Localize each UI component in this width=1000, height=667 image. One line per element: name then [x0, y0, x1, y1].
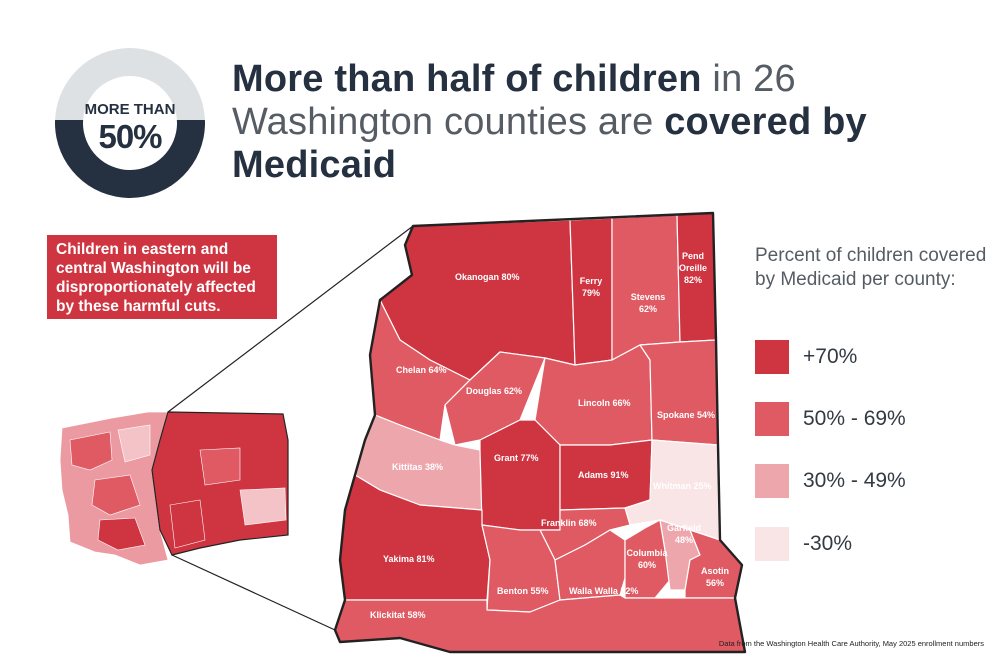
label-garfield-pct: 48%	[675, 535, 693, 545]
legend-label: +70%	[803, 345, 858, 368]
eastern-washington-inset	[151, 411, 289, 556]
callout-box: Children in eastern and central Washingt…	[47, 235, 277, 319]
label-garfield-name: Garfield	[667, 523, 701, 533]
label-pend-name1: Pend	[682, 251, 704, 261]
headline-regular: in 26 Washington counties are	[232, 58, 796, 143]
label-lincoln: Lincoln 66%	[578, 398, 631, 408]
county-spokane	[639, 339, 719, 446]
legend-item-30-49: 30% - 49%	[755, 464, 906, 498]
badge-line2: 50%	[98, 118, 162, 155]
label-stevens-pct: 62%	[639, 304, 657, 314]
label-columbia-name: Columbia	[626, 548, 668, 558]
legend-item-50-69: 50% - 69%	[755, 402, 906, 436]
county-stevens	[611, 214, 681, 361]
label-ferry-name: Ferry	[580, 276, 603, 286]
label-pend-name2: Oreille	[679, 263, 707, 273]
label-columbia-pct: 60%	[638, 560, 656, 570]
legend-swatch	[755, 464, 789, 498]
fifty-percent-badge: MORE THAN 50%	[55, 48, 205, 198]
headline-bold-1: More than half of children	[232, 58, 702, 100]
label-okanogan: Okanogan 80%	[455, 272, 520, 282]
label-kittitas: Kittitas 38%	[392, 462, 443, 472]
label-asotin-name: Asotin	[701, 566, 729, 576]
legend-title: Percent of children covered by Medicaid …	[755, 245, 987, 290]
label-franklin: Franklin 68%	[541, 518, 597, 528]
label-walla-walla: Walla Walla 52%	[569, 586, 638, 596]
legend-item-under-30: -30%	[755, 527, 852, 561]
county-grant	[479, 419, 561, 531]
label-chelan: Chelan 64%	[396, 365, 447, 375]
headline: More than half of children in 26 Washing…	[232, 58, 972, 187]
label-asotin-pct: 56%	[706, 578, 724, 588]
county-labels: Okanogan 80% Ferry 79% Stevens 62% Pend …	[370, 251, 729, 620]
region-outline	[333, 211, 747, 654]
label-adams: Adams 91%	[578, 470, 629, 480]
badge-line1: MORE THAN	[85, 101, 176, 118]
label-grant: Grant 77%	[494, 453, 539, 463]
legend-label: 30% - 49%	[803, 469, 906, 492]
legend-swatch	[755, 402, 789, 436]
label-pend-pct: 82%	[684, 275, 702, 285]
legend-swatch	[755, 340, 789, 374]
source-note: Data from the Washington Health Care Aut…	[718, 639, 984, 648]
label-yakima: Yakima 81%	[383, 554, 435, 564]
legend-swatch	[755, 527, 789, 561]
legend-item-70-plus: +70%	[755, 340, 857, 374]
label-whitman: Whitman 25%	[653, 481, 712, 491]
label-benton: Benton 55%	[497, 586, 549, 596]
label-douglas: Douglas 62%	[466, 386, 522, 396]
county-shapes	[334, 212, 746, 653]
label-klickitat: Klickitat 58%	[370, 610, 426, 620]
label-spokane: Spokane 54%	[657, 410, 715, 420]
state-map-thumbnail	[59, 411, 289, 566]
label-ferry-pct: 79%	[582, 288, 600, 298]
legend-label: -30%	[803, 532, 853, 555]
headline-bold-2: covered by Medicaid	[232, 101, 867, 186]
label-stevens-name: Stevens	[631, 292, 666, 302]
legend-label: 50% - 69%	[803, 407, 906, 430]
